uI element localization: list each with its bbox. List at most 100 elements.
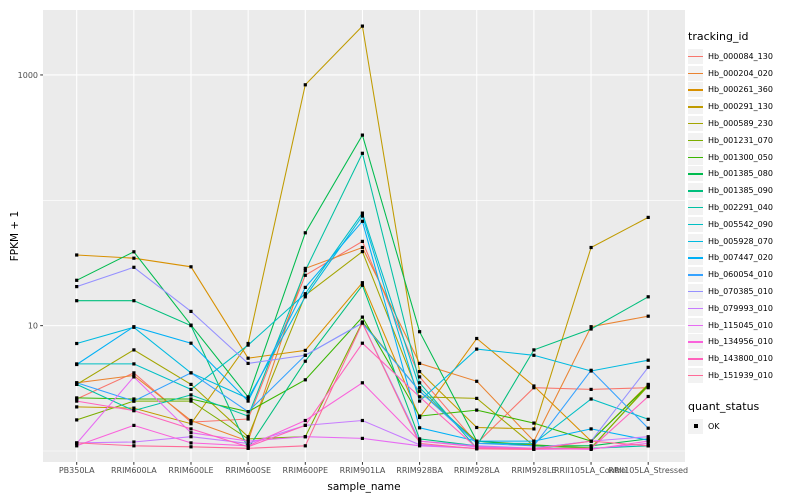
- legend-item: Hb_001385_090: [688, 182, 773, 199]
- legend-key-line: [688, 358, 703, 360]
- data-point: [132, 299, 136, 303]
- data-point: [189, 399, 193, 403]
- data-point: [475, 439, 479, 443]
- data-point: [246, 435, 250, 439]
- data-point: [418, 439, 422, 443]
- legend-key: [688, 99, 703, 115]
- legend-item-label: Hb_000204_020: [708, 68, 773, 78]
- x-tick-label: RRIM928BA: [396, 466, 443, 475]
- legend-key-line: [688, 173, 703, 175]
- legend-key: [688, 250, 703, 266]
- legend-key: [688, 317, 703, 333]
- legend-items: Hb_000084_130 Hb_000204_020 Hb_000261_360 H…: [688, 48, 773, 384]
- legend-key: [688, 368, 703, 384]
- x-tick-label: RRIM600LA: [111, 466, 157, 475]
- data-point: [532, 447, 536, 451]
- data-point: [475, 347, 479, 351]
- legend-key-line: [688, 139, 703, 142]
- data-point: [189, 435, 193, 439]
- data-point: [475, 379, 479, 383]
- legend-key: [688, 82, 703, 98]
- data-point: [189, 445, 193, 449]
- data-point: [646, 435, 650, 439]
- legend-key-line: [688, 274, 703, 276]
- legend-item: Hb_000589_230: [688, 115, 773, 132]
- legend-item: Hb_001300_050: [688, 149, 773, 166]
- legend-key-line: [688, 341, 703, 343]
- legend-key: [688, 166, 703, 182]
- data-point: [189, 422, 193, 426]
- legend-key-point: [693, 424, 698, 429]
- legend-item-label: Hb_005928_070: [708, 236, 773, 246]
- legend-item-label: Hb_060054_010: [708, 270, 773, 280]
- data-point: [589, 439, 593, 443]
- quant-legend-title: quant_status: [688, 400, 760, 413]
- data-point: [475, 408, 479, 412]
- legend-item-label: Hb_002291_040: [708, 203, 773, 213]
- legend-item-label: Hb_000291_130: [708, 102, 773, 112]
- data-point: [246, 396, 250, 400]
- legend-item-label: Hb_151939_010: [708, 371, 773, 381]
- data-point: [646, 417, 650, 421]
- legend-key-line: [688, 207, 703, 209]
- legend-item: Hb_005928_070: [688, 233, 773, 250]
- data-point: [418, 395, 422, 399]
- data-point: [189, 418, 193, 423]
- data-point: [303, 295, 307, 299]
- data-point: [418, 414, 422, 418]
- legend-item-label: Hb_143800_010: [708, 354, 773, 364]
- data-point: [132, 265, 136, 269]
- data-point: [360, 133, 364, 137]
- legend-key-line: [688, 72, 703, 74]
- data-point: [303, 273, 307, 277]
- data-point: [360, 151, 364, 155]
- data-point-markers: [75, 24, 650, 451]
- data-point: [75, 381, 79, 385]
- data-point: [246, 356, 250, 360]
- legend-item-label: Hb_000589_230: [708, 119, 773, 129]
- data-point: [132, 375, 136, 379]
- legend-key: [688, 132, 703, 148]
- data-point: [189, 427, 193, 431]
- legend-key-line: [688, 240, 703, 242]
- legend-item: Hb_001231_070: [688, 132, 773, 149]
- data-point: [303, 292, 307, 296]
- legend-item-label: Hb_079993_010: [708, 303, 773, 313]
- legend-item: Hb_000261_360: [688, 82, 773, 99]
- data-point: [189, 441, 193, 445]
- y-tick-label: 10: [28, 321, 38, 330]
- legend-key: [688, 418, 703, 434]
- legend-key: [688, 116, 703, 132]
- data-point: [132, 250, 136, 254]
- data-point: [418, 330, 422, 334]
- data-point: [132, 256, 136, 260]
- legend-key-line: [688, 257, 703, 259]
- x-tick-label: RRIM600PE: [283, 466, 329, 475]
- data-point: [360, 283, 364, 287]
- legend-item: Hb_151939_010: [688, 367, 773, 384]
- legend-key-line: [688, 106, 703, 108]
- data-point: [418, 399, 422, 403]
- data-point: [589, 446, 593, 450]
- legend-key-line: [688, 89, 703, 91]
- legend-key: [688, 65, 703, 81]
- legend-key: [688, 267, 703, 283]
- data-point: [303, 266, 307, 270]
- data-point: [418, 426, 422, 430]
- legend-item: Hb_070385_010: [688, 283, 773, 300]
- legend-item: Hb_134956_010: [688, 334, 773, 351]
- y-tick-label: 1000: [18, 71, 38, 80]
- legend-item-label: Hb_115045_010: [708, 320, 773, 330]
- data-point: [646, 444, 650, 448]
- data-point: [589, 397, 593, 401]
- legend-title: tracking_id: [688, 30, 749, 43]
- data-point: [418, 437, 422, 441]
- legend-item: Hb_060054_010: [688, 266, 773, 283]
- data-point: [303, 353, 307, 357]
- data-point: [75, 278, 79, 282]
- data-point: [589, 444, 593, 448]
- data-point: [646, 295, 650, 299]
- data-point: [532, 444, 536, 448]
- data-point: [589, 327, 593, 331]
